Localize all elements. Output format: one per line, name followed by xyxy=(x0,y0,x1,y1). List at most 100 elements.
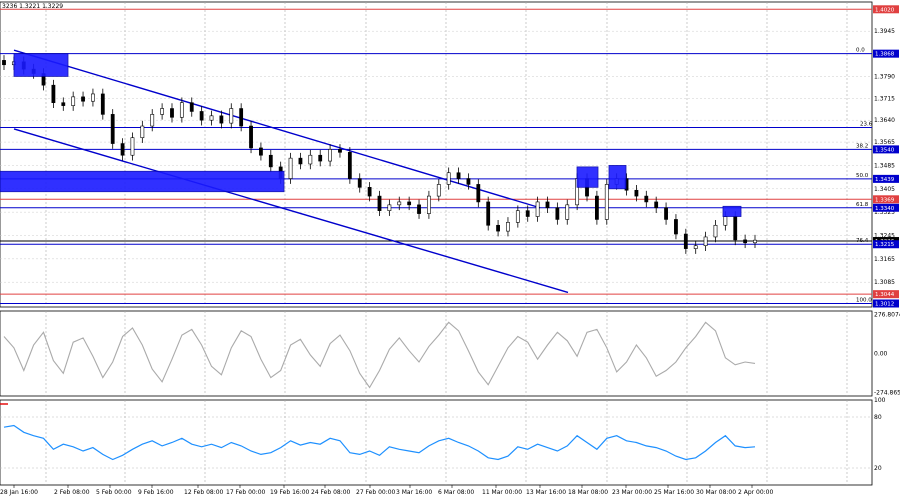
candle-body xyxy=(61,102,66,106)
candle-body xyxy=(683,233,688,249)
fib-label: 23.6 xyxy=(860,122,873,128)
price-tick-label: 1.3945 xyxy=(874,28,895,35)
highlight-box xyxy=(13,53,69,77)
time-label: 2 Apr 00:00 xyxy=(738,489,773,496)
level-price-label: 1.3012 xyxy=(875,301,894,307)
candle-body xyxy=(565,204,570,220)
rsi-line xyxy=(3,424,756,461)
candle-body xyxy=(703,236,708,247)
price-tick-label: 1.3405 xyxy=(874,186,895,193)
time-label: 23 Mar 00:00 xyxy=(612,489,652,496)
price-tick-label: 1.3165 xyxy=(874,256,895,263)
candle-body xyxy=(644,195,649,203)
candle-body xyxy=(555,207,560,220)
candle-body xyxy=(446,172,451,185)
time-label: 28 Jan 16:00 xyxy=(0,489,38,496)
price-tick-label: 1.3565 xyxy=(874,139,895,146)
candle-body xyxy=(71,96,76,106)
candle-body xyxy=(268,154,273,168)
candle-body xyxy=(249,125,253,149)
level-price-label: 1.3340 xyxy=(875,206,895,212)
price-tick-label: 1.3790 xyxy=(874,73,895,80)
price-tick-label: 1.3485 xyxy=(874,162,895,169)
candle-body xyxy=(506,222,510,232)
candle-body xyxy=(427,195,431,214)
time-label: 27 Feb 00:00 xyxy=(356,489,396,496)
level-price-label: 1.3044 xyxy=(875,292,895,298)
candle-body xyxy=(338,149,342,153)
time-label: 18 Mar 08:00 xyxy=(568,489,608,496)
price-tick-label: 1.3245 xyxy=(874,232,895,239)
candle-body xyxy=(2,60,6,66)
candle-body xyxy=(753,239,757,244)
level-price-tag xyxy=(873,203,899,212)
candle-body xyxy=(81,96,85,102)
candle-body xyxy=(100,93,105,115)
candle-body xyxy=(259,147,263,156)
candle-body xyxy=(229,108,234,124)
candle-body xyxy=(110,114,115,144)
candle-body xyxy=(486,201,491,226)
candle-body xyxy=(209,115,214,121)
candle-body xyxy=(179,102,184,118)
level-price-tag xyxy=(873,195,899,204)
time-label: 3 Mar 16:00 xyxy=(396,489,432,496)
pane-frame xyxy=(0,310,873,397)
candle-body xyxy=(515,210,520,223)
price-pane[interactable]: 1.3945 1.3790 1.3715 1.3640 1.3565 1.3485 1.34… xyxy=(0,1,899,308)
candle-body xyxy=(674,219,678,235)
candle-body xyxy=(367,187,372,197)
oscillator-pane[interactable]: 276.8074 0.00 -274.865 xyxy=(0,310,900,397)
fib-label: 0.0 xyxy=(856,48,865,54)
candle-body xyxy=(664,207,668,220)
candle-body xyxy=(417,204,421,214)
osc-tick-label: 0.00 xyxy=(874,351,888,358)
candle-body xyxy=(466,178,471,185)
candle-body xyxy=(150,114,155,127)
candle-body xyxy=(407,201,412,206)
fib-label: 76.4 xyxy=(856,238,869,244)
highlight-box xyxy=(722,205,742,217)
time-label: 5 Feb 00:00 xyxy=(96,489,132,496)
candle-body xyxy=(545,201,550,209)
rsi-tick-label: 20 xyxy=(874,465,882,472)
candle-body xyxy=(51,84,56,103)
highlight-box xyxy=(0,170,285,193)
candle-body xyxy=(594,195,599,220)
pane-frame xyxy=(0,1,873,308)
candle-body xyxy=(357,178,362,188)
candle-body xyxy=(140,125,145,139)
time-label: 30 Mar 08:00 xyxy=(696,489,736,496)
fib-label: 50.0 xyxy=(856,173,869,179)
level-price-tag xyxy=(873,299,899,308)
candle-body xyxy=(288,157,293,179)
candle-body xyxy=(604,184,609,220)
candle-body xyxy=(199,111,204,121)
time-label: 9 Feb 16:00 xyxy=(138,489,174,496)
level-price-label: 1.3215 xyxy=(875,242,895,248)
highlight-box xyxy=(576,166,599,188)
channel-line xyxy=(13,128,569,294)
level-price-tag xyxy=(873,49,899,58)
rsi-tick-label: 80 xyxy=(874,414,882,421)
candle-body xyxy=(397,201,402,206)
channel-line xyxy=(13,49,541,209)
candle-body xyxy=(525,210,530,217)
rsi-tick-label: 100 xyxy=(874,397,886,404)
time-label: 17 Feb 00:00 xyxy=(226,489,266,496)
time-label: 6 Mar 08:00 xyxy=(438,489,474,496)
time-label: 13 Mar 16:00 xyxy=(526,489,566,496)
level-price-tag xyxy=(873,145,899,154)
osc-line xyxy=(3,321,756,389)
osc-tick-label: 276.8074 xyxy=(874,311,900,318)
candle-body xyxy=(743,239,748,244)
fib-label: 100.0 xyxy=(856,297,872,303)
time-label: 24 Feb 08:00 xyxy=(311,489,351,496)
candle-body xyxy=(160,108,165,115)
rsi-pane[interactable]: 100 80 20 xyxy=(0,397,886,486)
candle-body xyxy=(456,172,461,179)
candle-body xyxy=(91,93,95,102)
candle-body xyxy=(535,201,540,217)
candle-body xyxy=(239,108,244,127)
